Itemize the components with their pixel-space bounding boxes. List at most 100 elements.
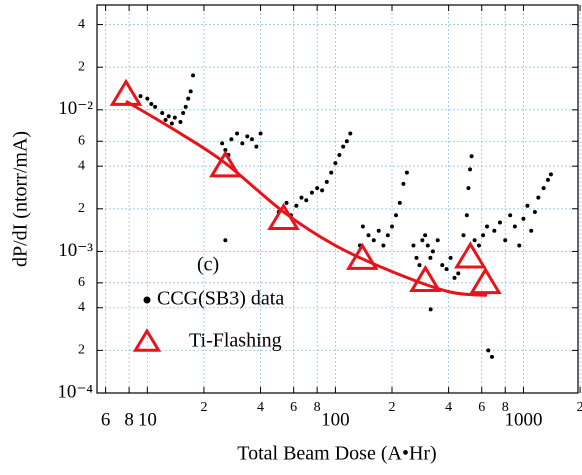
data-point: [397, 200, 402, 205]
data-point: [393, 213, 398, 218]
data-point: [532, 209, 537, 214]
annotation: (c): [197, 254, 219, 276]
x-tick-label: 8: [502, 400, 509, 415]
data-point: [469, 154, 474, 159]
data-point: [452, 275, 457, 280]
y-axis-label: dP/dI (ntorr/mA): [10, 131, 32, 267]
data-point: [166, 114, 171, 119]
data-point: [223, 148, 228, 153]
data-point: [145, 96, 150, 101]
ti-flash-marker: [109, 78, 143, 106]
data-point: [497, 220, 502, 225]
data-point: [481, 233, 486, 238]
ti-flash-marker: [469, 266, 502, 295]
data-point: [191, 73, 196, 78]
data-point: [344, 139, 349, 144]
data-point: [294, 203, 299, 208]
x-tick-label: 2: [577, 400, 582, 415]
data-point: [220, 141, 225, 146]
y-tick-label: 10⁻³: [58, 240, 93, 261]
data-point: [472, 238, 477, 243]
data-point: [536, 195, 541, 200]
legend-symbol: [143, 296, 151, 304]
y-tick-label: 4: [78, 300, 85, 315]
y-tick-label: 4: [78, 17, 85, 32]
data-point: [138, 94, 143, 99]
data-point: [299, 195, 304, 200]
x-tick-label: 8: [314, 400, 321, 415]
x-tick-label: 10: [138, 409, 157, 430]
data-point: [163, 117, 168, 122]
data-point: [304, 198, 309, 203]
data-point: [348, 131, 353, 136]
data-point: [411, 243, 416, 248]
data-point: [468, 167, 473, 172]
data-point: [333, 161, 338, 166]
x-tick-label: 2: [200, 400, 207, 415]
data-point: [404, 170, 409, 175]
data-point: [249, 137, 254, 142]
data-point: [417, 263, 422, 268]
data-point: [149, 101, 154, 106]
data-point: [435, 238, 440, 243]
data-point: [324, 179, 329, 184]
data-point: [525, 203, 530, 208]
data-point: [485, 224, 490, 229]
data-point: [309, 190, 314, 195]
ti-flash-marker: [345, 242, 379, 270]
ti-flash-marker: [409, 264, 442, 293]
legend-symbol: [132, 328, 162, 352]
data-point: [315, 186, 320, 191]
data-point: [548, 172, 553, 177]
x-tick-label: 100: [321, 409, 350, 430]
data-point: [337, 152, 342, 157]
y-tick-label: 2: [78, 59, 85, 74]
data-point: [440, 263, 445, 268]
y-tick-label: 2: [78, 201, 85, 216]
data-point: [284, 200, 289, 205]
data-point: [430, 249, 435, 254]
x-tick-label: 4: [257, 400, 264, 415]
data-point: [245, 134, 250, 139]
y-tick-label: 4: [78, 158, 85, 173]
data-point: [240, 141, 245, 146]
data-point: [254, 144, 259, 149]
legend-label: CCG(SB3) data: [157, 288, 284, 310]
x-tick-label: 6: [101, 409, 111, 430]
data-point: [390, 224, 395, 229]
data-point: [492, 228, 497, 233]
data-point: [464, 213, 469, 218]
x-tick-label: 2: [389, 400, 396, 415]
data-point: [508, 213, 513, 218]
data-point: [466, 186, 471, 191]
data-point: [181, 110, 186, 115]
data-point: [183, 104, 188, 109]
data-point: [385, 233, 390, 238]
data-point: [186, 96, 191, 101]
ti-flash-marker: [267, 202, 300, 231]
data-point: [341, 144, 346, 149]
data-point: [444, 267, 449, 272]
y-tick-label: 10⁻²: [58, 98, 93, 119]
data-point: [503, 238, 508, 243]
data-point: [381, 243, 386, 248]
data-point: [329, 170, 334, 175]
data-point: [169, 121, 174, 126]
data-point: [489, 354, 494, 359]
data-point: [401, 181, 406, 186]
data-point: [448, 255, 453, 260]
data-point: [229, 137, 234, 142]
data-point: [423, 233, 428, 238]
data-point: [486, 348, 491, 353]
data-point: [541, 186, 546, 191]
y-tick-label: 6: [78, 275, 85, 290]
fit-curve: [125, 99, 488, 297]
data-point: [366, 233, 371, 238]
data-point: [461, 233, 466, 238]
data-point: [521, 216, 526, 221]
data-point: [414, 255, 419, 260]
data-point: [428, 307, 433, 312]
data-point: [360, 224, 365, 229]
data-point: [153, 104, 158, 109]
x-tick-label: 6: [478, 400, 485, 415]
